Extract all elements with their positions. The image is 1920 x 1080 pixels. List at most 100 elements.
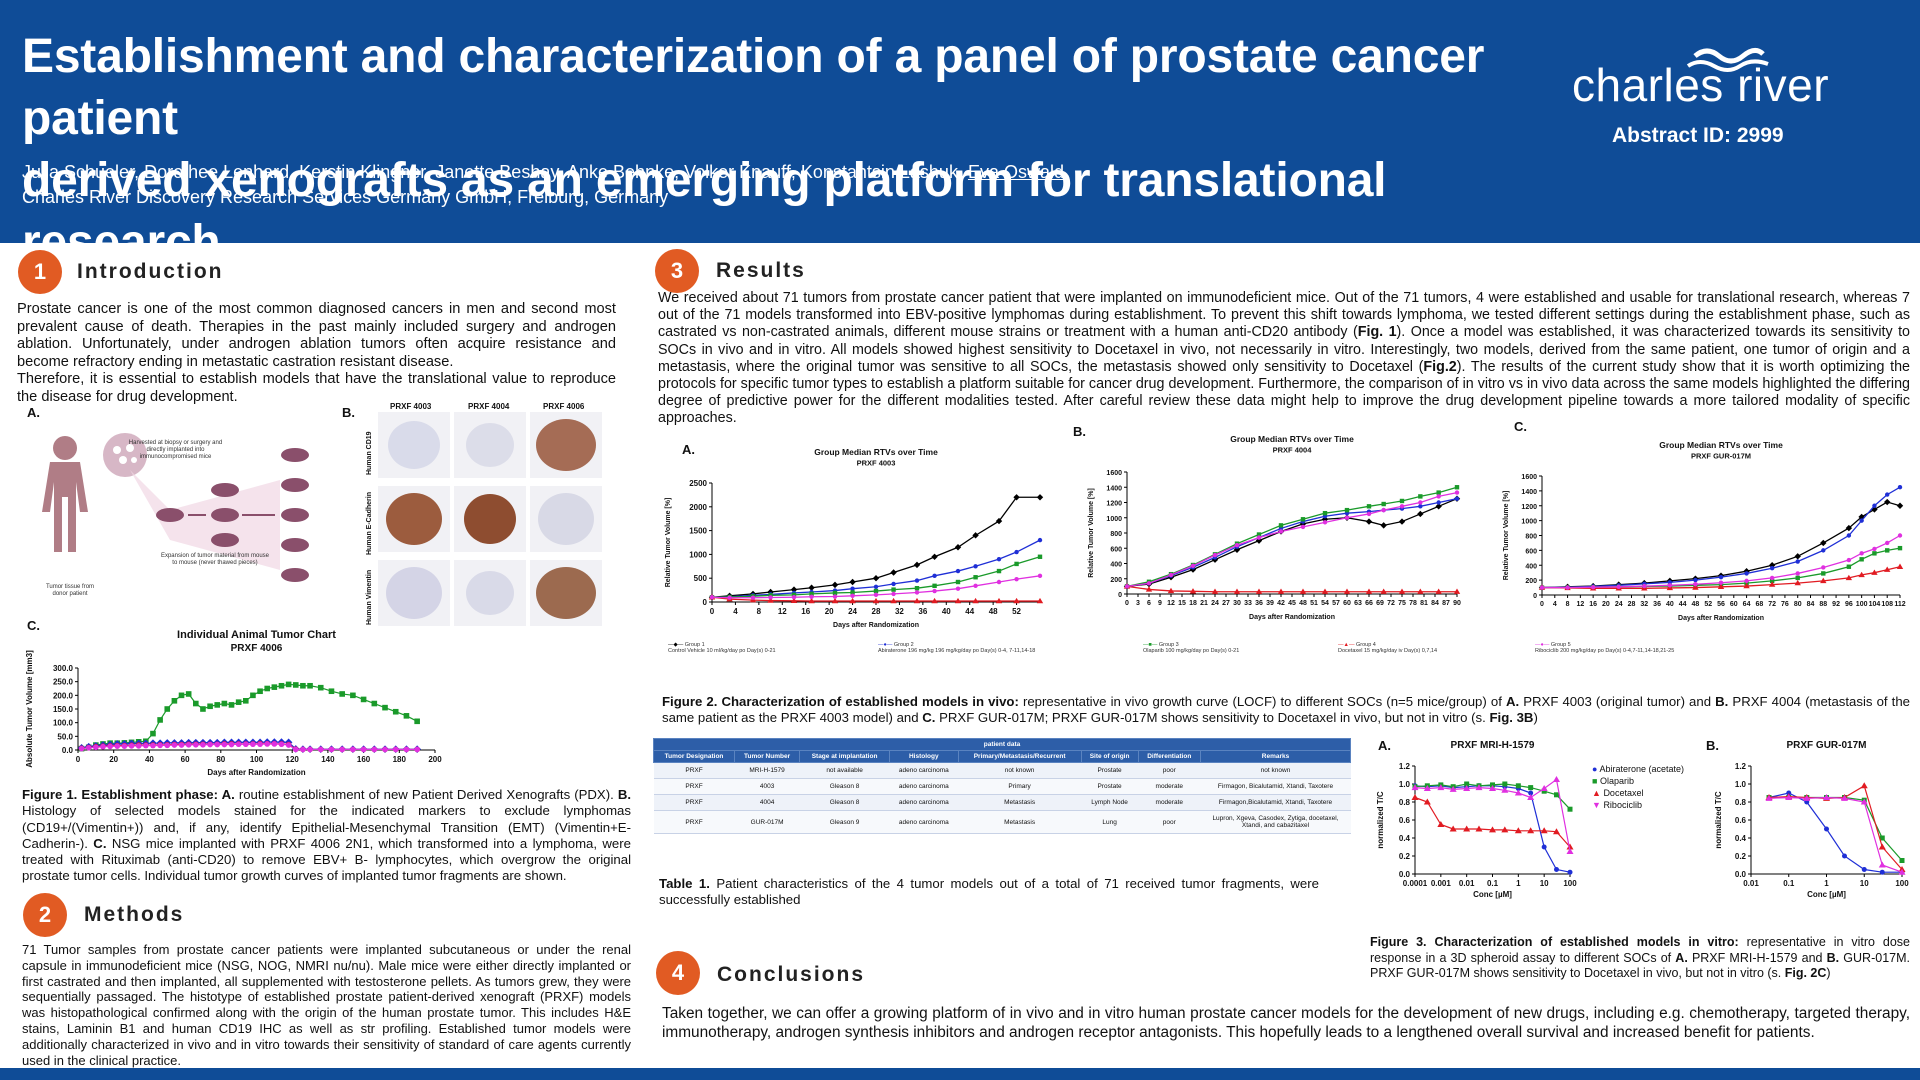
series-0 [1766, 790, 1905, 875]
data-point [307, 682, 313, 689]
data-point [931, 597, 938, 604]
series-0 [78, 681, 420, 752]
data-point [973, 575, 978, 580]
data-point [832, 590, 838, 596]
x-tick-label: 0 [1540, 601, 1544, 608]
y-tick-label: 500 [694, 574, 708, 583]
legend-group-2-name: Group 2 [893, 642, 914, 648]
y-tick-label: 1500 [689, 527, 707, 536]
data-point [890, 569, 897, 576]
x-tick-label: 68 [1755, 601, 1763, 608]
data-point [207, 741, 213, 748]
data-point [1418, 500, 1423, 505]
x-tick-label: 100 [1856, 601, 1868, 608]
x-tick-label: 0.01 [1459, 879, 1475, 888]
table-cell: Gleason 8 [799, 778, 890, 795]
data-point [1859, 557, 1864, 562]
table-cell: moderate [1138, 778, 1201, 795]
table-header-row: Tumor Designation Tumor Number Stage at … [652, 750, 1351, 763]
data-point [1743, 582, 1750, 589]
data-point [135, 743, 142, 749]
results-ref-fig2: Fig.2 [1423, 358, 1457, 375]
data-point [121, 743, 128, 749]
data-point [93, 744, 99, 751]
data-point [1418, 494, 1423, 499]
fig1-caption-a: routine establishment of new Patient Der… [234, 787, 618, 802]
table-row: PRXF 4004 Gleason 8 adeno carcinoma Metastas… [653, 794, 1351, 811]
y-tick-label: 1600 [1521, 474, 1537, 481]
data-point [790, 586, 798, 593]
data-point [1553, 867, 1559, 872]
table-cell: Lymph Node [1081, 794, 1139, 811]
chart-title: Individual Animal Tumor Chart [177, 629, 336, 641]
data-point [791, 595, 797, 600]
data-point [250, 692, 256, 699]
data-point [382, 704, 388, 711]
x-tick-label: 4 [1553, 601, 1557, 608]
series-4 [1539, 533, 1903, 590]
x-tick-label: 63 [1354, 600, 1362, 607]
table-cell: Lung [1081, 810, 1139, 834]
data-point [228, 702, 235, 708]
x-tick-label: 0.1 [1487, 879, 1499, 888]
data-point [891, 581, 896, 587]
y-tick-label: 0.8 [1735, 798, 1747, 807]
table-header: Stage at implantation [799, 750, 891, 763]
x-tick-label: 100 [250, 755, 264, 764]
data-point [371, 746, 378, 753]
fig3-panel-b-label: B. [1706, 738, 1719, 753]
legend-group-4: —▲— Group 4 Docetaxel 15 mg/kg/day iv Day… [1338, 642, 1438, 654]
data-point [264, 685, 271, 692]
chart-svg: Group Median RTVs over Time PRXF GUR-017M… [1503, 440, 1906, 622]
y-axis-label: Absolute Tumor Volume [mm3] [25, 650, 34, 768]
data-point [1437, 821, 1445, 827]
chart-svg: Group Median RTVs over Time PRXF 4004 0 200… [1088, 434, 1461, 621]
chart-title: PRXF MRI-H-1579 [1451, 740, 1535, 751]
y-axis-label: Relative Tumor Volume [%] [665, 498, 672, 588]
data-point [257, 741, 263, 748]
data-point [872, 575, 880, 582]
series-line [1768, 796, 1903, 873]
data-point [1167, 587, 1175, 594]
data-point [1454, 496, 1460, 501]
data-point [300, 682, 306, 689]
data-point [257, 688, 263, 695]
fig2-caption-ref: Fig. 3B [1489, 710, 1534, 726]
y-axis-label: normalized T/C [1376, 791, 1385, 849]
x-tick-label: 40 [942, 607, 951, 616]
x-tick-label: 60 [1343, 600, 1351, 607]
data-point [200, 706, 206, 712]
data-point [955, 568, 961, 574]
fig3-caption-b-label: B. [1826, 950, 1840, 965]
chart-title: Group Median RTVs over Time [814, 447, 938, 457]
data-point [1527, 794, 1535, 800]
legend-group-5: —●— Group 5 Ribociclib 200 mg/kg/day po D… [1535, 642, 1675, 654]
data-point [1795, 559, 1800, 564]
fig3a-dose-response-chart: PRXF MRI-H-1579 0.0 0.2 0.4 0.6 0.8 1.0 1.2 0.00… [1375, 738, 1580, 900]
data-point [709, 595, 715, 600]
data-point [996, 556, 1002, 562]
data-point [1845, 524, 1853, 532]
y-tick-label: 200 [1110, 577, 1122, 584]
x-tick-label: 76 [1781, 601, 1789, 608]
data-point [1411, 784, 1419, 791]
data-point [1824, 826, 1829, 832]
data-point [339, 746, 345, 753]
data-point [1013, 494, 1020, 501]
x-tick-label: 16 [801, 607, 810, 616]
x-tick-label: 8 [1566, 601, 1570, 608]
fig1-caption-c: NSG mice implanted with PRXF 4006 2N1, w… [22, 835, 631, 884]
data-point [1437, 784, 1445, 791]
data-point [1454, 485, 1460, 490]
data-point [171, 698, 178, 704]
data-point [1423, 785, 1431, 791]
x-tick-label: 12 [1167, 600, 1175, 607]
data-point [339, 691, 345, 697]
data-point [1642, 583, 1647, 589]
data-point [1380, 588, 1387, 594]
x-tick-label: 104 [1869, 601, 1881, 608]
data-point [873, 588, 879, 594]
data-point [1842, 853, 1848, 859]
fig3-legend-item: ● Abiraterone (acetate) [1592, 764, 1684, 774]
data-point [78, 745, 85, 752]
